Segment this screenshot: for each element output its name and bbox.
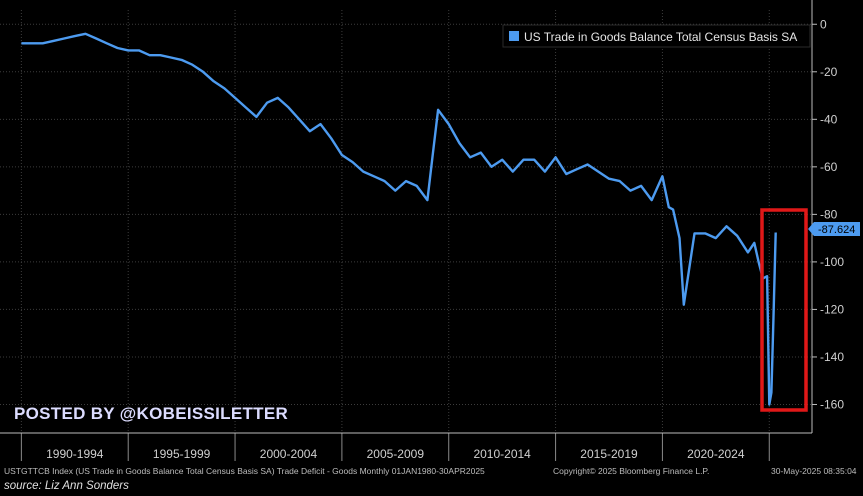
legend-box: [502, 24, 811, 48]
y-tick-label: -100: [820, 255, 844, 269]
last-value-label: -87.624: [818, 224, 855, 236]
footer-timestamp: 30-May-2025 08:35:04: [771, 466, 857, 476]
series-lines: [21, 32, 777, 406]
legend-swatch: [509, 31, 519, 41]
footer-index-description: USTGTTCB Index (US Trade in Goods Balanc…: [4, 466, 485, 476]
x-axis-labels: 1990-1994 1995-1999 2000-2004 2005-2009 2010…: [46, 447, 745, 461]
x-tick-label: 2000-2004: [260, 447, 318, 461]
source-credit: source: Liz Ann Sonders: [4, 480, 129, 492]
footer-copyright: Copyright© 2025 Bloomberg Finance L.P.: [553, 466, 710, 476]
y-tick-label: -60: [820, 160, 838, 174]
legend-label: US Trade in Goods Balance Total Census B…: [524, 30, 797, 44]
y-axis-labels: 0 -20 -40 -60 -80 -100 -120 -140 -160: [820, 17, 844, 411]
x-tick-label: 1995-1999: [153, 447, 211, 461]
highlight-box: [760, 208, 808, 412]
last-value-badge: [808, 222, 860, 236]
y-tick-label: -160: [820, 397, 844, 411]
x-tick-label: 2005-2009: [367, 447, 425, 461]
axes: [0, 0, 817, 461]
y-tick-label: -80: [820, 207, 838, 221]
y-tick-label: 0: [820, 17, 827, 31]
y-tick-label: -120: [820, 302, 844, 316]
x-tick-label: 1990-1994: [46, 447, 104, 461]
last-value-marker: -87.624: [808, 222, 860, 236]
y-tick-label: -20: [820, 65, 838, 79]
watermark: POSTED BY @KOBEISSILETTER: [14, 404, 289, 423]
legend: US Trade in Goods Balance Total Census B…: [502, 24, 811, 48]
series-line-0: [21, 32, 777, 406]
y-tick-label: -40: [820, 112, 838, 126]
x-tick-label: 2010-2014: [473, 447, 531, 461]
y-tick-label: -140: [820, 350, 844, 364]
x-tick-label: 2015-2019: [580, 447, 638, 461]
x-tick-label: 2020-2024: [687, 447, 745, 461]
gridlines: [0, 10, 812, 433]
